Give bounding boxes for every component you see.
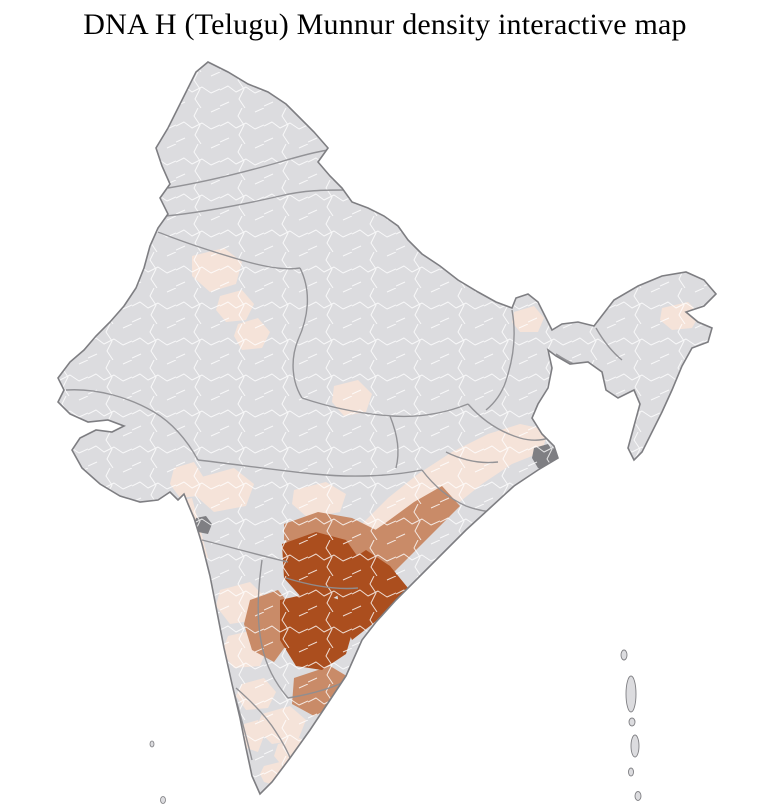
state-boundary — [445, 451, 499, 464]
island[interactable] — [625, 675, 637, 713]
state-boundary — [389, 415, 399, 469]
state-boundary — [257, 559, 289, 699]
andaman-nicobar-islands[interactable] — [620, 649, 642, 801]
state-boundary — [167, 149, 329, 189]
state-boundary — [165, 189, 345, 217]
state-boundary — [485, 309, 515, 411]
state-boundary — [467, 403, 553, 441]
state-boundary — [197, 459, 423, 477]
island[interactable] — [630, 734, 640, 758]
state-boundary — [201, 539, 289, 563]
state-boundary — [292, 267, 309, 399]
state-boundary — [157, 231, 301, 270]
island[interactable] — [634, 791, 642, 801]
island[interactable] — [160, 796, 166, 804]
lakshadweep-islands[interactable] — [149, 740, 166, 804]
state-boundary — [595, 327, 623, 361]
island[interactable] — [628, 767, 634, 777]
island[interactable] — [620, 649, 628, 661]
state-boundary — [65, 389, 199, 461]
map-title: DNA H (Telugu) Munnur density interactiv… — [83, 8, 687, 41]
state-boundary — [301, 397, 469, 418]
island[interactable] — [628, 717, 636, 727]
island[interactable] — [149, 740, 155, 748]
state-boundary — [285, 577, 359, 590]
